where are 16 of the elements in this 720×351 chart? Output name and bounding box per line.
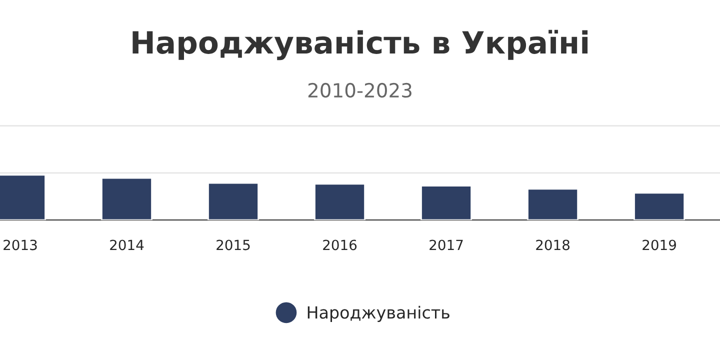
x-tick-label: 2014 — [110, 240, 144, 250]
bar — [101, 177, 152, 220]
bar — [314, 183, 366, 220]
legend-label: Народжуваність — [308, 306, 450, 322]
bar — [527, 188, 579, 220]
bar — [208, 182, 259, 220]
x-tick-label: 2019 — [642, 240, 676, 250]
chart-title: Народжуваність в Україні — [132, 30, 588, 60]
x-tick-label: 2013 — [4, 240, 37, 250]
x-tick-label: 2018 — [536, 240, 570, 250]
chart-subtitle: 2010-2023 — [308, 82, 412, 98]
x-tick-label: 2015 — [216, 240, 250, 250]
x-tick-label: 2016 — [323, 240, 357, 250]
bar — [634, 192, 686, 220]
x-tick-label: 2017 — [430, 240, 463, 250]
bar — [420, 185, 472, 220]
